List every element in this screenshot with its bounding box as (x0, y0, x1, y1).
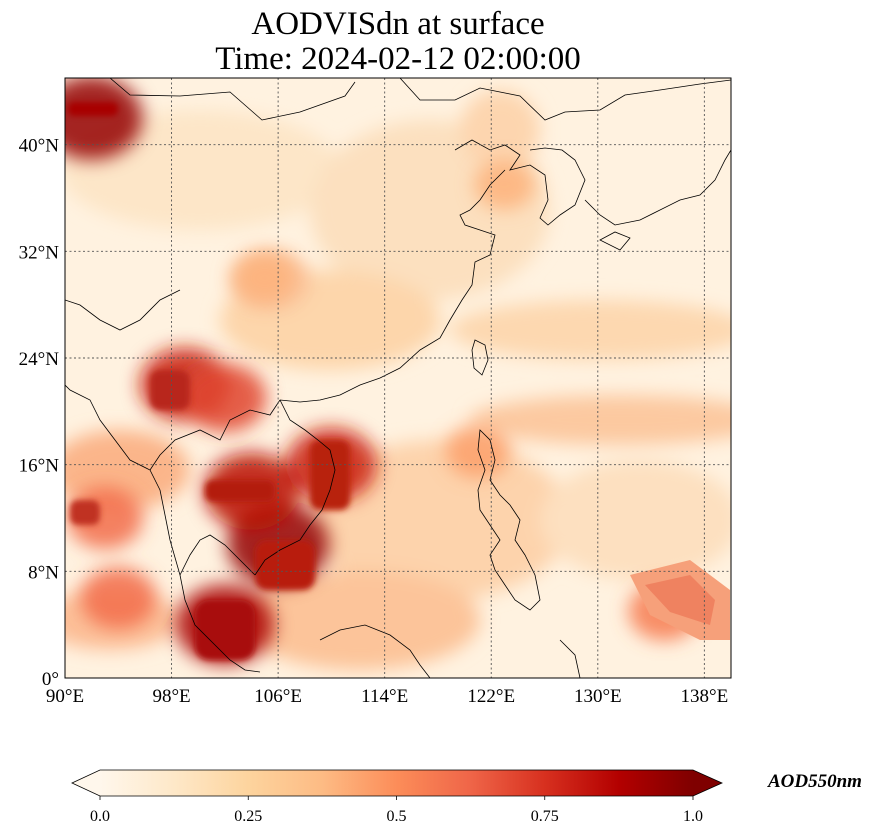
colorbar-unit-label: AOD550nm (767, 771, 862, 792)
aod-hotspot (80, 567, 157, 629)
latitude-tick-label: 24°N (19, 349, 60, 370)
china-coast (279, 169, 506, 403)
indochina-borders (149, 399, 281, 471)
colorbar-tick-label: 0.5 (387, 808, 407, 825)
colorbar-tick-label: 1.0 (683, 808, 703, 825)
colorbar-extend-high (693, 770, 722, 796)
colorbar-body (100, 770, 693, 796)
map-title-line1: AODVISdn at surface (251, 6, 545, 42)
longitude-tick-label: 138°E (681, 686, 729, 707)
latitude-tick-label: 0° (42, 669, 59, 690)
pacific-aod-patch (630, 560, 730, 640)
longitude-tick-label: 106°E (254, 686, 302, 707)
aod-core-layer (68, 102, 350, 660)
map-plot-area: 90°E 98°E 106°E 114°E 122°E 130°E 138°E 0° 8°N 1… (19, 77, 732, 707)
longitude-tick-label: 122°E (467, 686, 515, 707)
russia-border (399, 78, 731, 121)
colorbar: 0.0 0.25 0.5 0.75 1.0 AOD550nm (71, 769, 862, 825)
aod-hotspot (183, 363, 267, 433)
philippines-outline (477, 429, 541, 611)
taiwan-outline (471, 339, 489, 376)
map-gridlines (65, 78, 731, 678)
mindanao-southeast (559, 639, 581, 678)
latitude-tick-label: 16°N (19, 456, 60, 477)
aod-hotspot (445, 424, 511, 478)
colorbar-tick-label: 0.0 (90, 808, 110, 825)
coastlines (65, 78, 731, 678)
borneo-north-coast (319, 624, 431, 678)
aod-hotspot (234, 253, 296, 303)
myanmar-coast (65, 384, 181, 576)
colorbar-tick-label: 0.75 (531, 808, 559, 825)
longitude-tick-label: 114°E (361, 686, 408, 707)
aod-hotspot (474, 159, 535, 210)
latitude-tick-label: 40°N (19, 136, 60, 157)
colorbar-ticks: 0.0 0.25 0.5 0.75 1.0 (90, 796, 703, 825)
longitude-tick-label: 130°E (574, 686, 622, 707)
mongolia-border (109, 78, 356, 121)
vietnam-coast (254, 399, 336, 576)
longitude-tick-label: 90°E (46, 686, 84, 707)
japan-south-coast (584, 149, 731, 226)
map-frame (64, 77, 732, 679)
colorbar-extend-low (72, 770, 100, 796)
longitude-tick-labels: 90°E 98°E 106°E 114°E 122°E 130°E 138°E (46, 686, 728, 707)
aod-hotspot (65, 78, 143, 160)
himalaya-border (65, 289, 181, 331)
map-title-line2: Time: 2024-02-12 02:00:00 (215, 41, 581, 77)
longitude-tick-label: 98°E (152, 686, 190, 707)
latitude-tick-label: 32°N (19, 242, 60, 263)
latitude-tick-label: 8°N (28, 562, 59, 583)
latitude-tick-labels: 0° 8°N 16°N 24°N 32°N 40°N (19, 136, 60, 690)
korea-bohai-coast (454, 139, 586, 226)
kyushu-outline (599, 231, 631, 251)
colorbar-tick-label: 0.25 (234, 808, 262, 825)
